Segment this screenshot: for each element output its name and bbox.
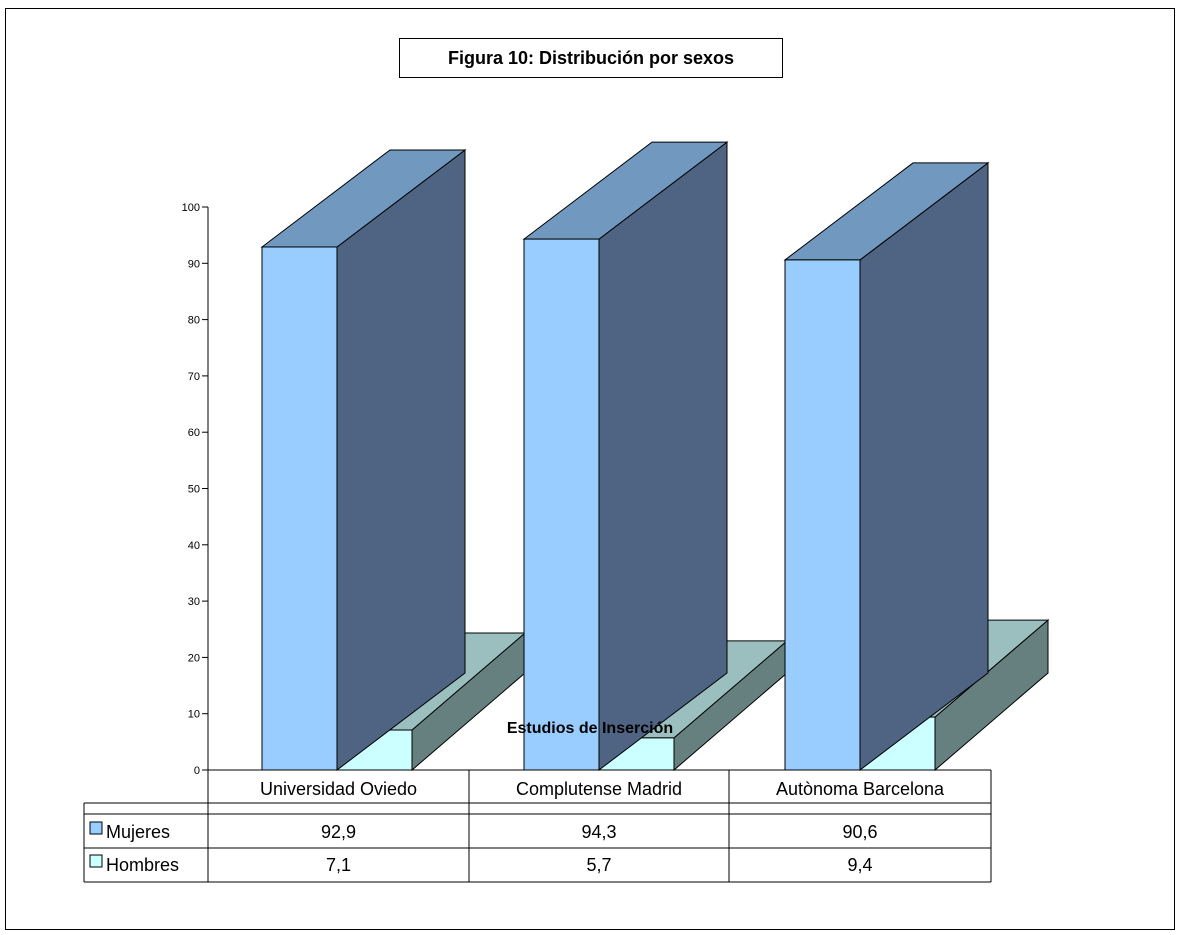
category-label: Autònoma Barcelona [776, 779, 945, 799]
y-axis: 0 10 20 30 40 50 60 70 80 90 100 [182, 202, 209, 777]
y-tick-label: 10 [188, 709, 200, 721]
bar-mujeres-front [784, 259, 861, 771]
data-label: 7,1 [326, 855, 351, 875]
y-tick-label: 0 [194, 765, 200, 777]
legend-label-hombres: Hombres [106, 855, 179, 875]
data-label: 9,4 [847, 855, 872, 875]
legend-label-mujeres: Mujeres [106, 822, 170, 842]
data-label: 5,7 [586, 855, 611, 875]
bars [260, 141, 1050, 772]
y-tick-label: 70 [188, 371, 200, 383]
y-tick-label: 90 [188, 258, 200, 270]
y-tick-label: 50 [188, 484, 200, 496]
data-label: 92,9 [321, 822, 356, 842]
y-tick-label: 100 [182, 202, 200, 214]
y-tick-label: 60 [188, 427, 200, 439]
bar-mujeres-front [261, 246, 338, 771]
legend-swatch-mujeres [89, 821, 103, 835]
category-label: Universidad Oviedo [260, 779, 417, 799]
y-tick-label: 40 [188, 540, 200, 552]
bar-mujeres-side [336, 148, 466, 772]
y-tick-label: 80 [188, 315, 200, 327]
x-axis-label: Estudios de Inserción [506, 720, 674, 737]
y-tick-label: 30 [188, 596, 200, 608]
bar-mujeres-side [598, 141, 728, 772]
bar-mujeres-front [523, 238, 600, 771]
chart-title: Figura 10: Distribución por sexos [399, 38, 783, 78]
bar-mujeres-side [859, 161, 989, 772]
data-label: 94,3 [581, 822, 616, 842]
data-label: 90,6 [842, 822, 877, 842]
data-table: Universidad Oviedo Complutense Madrid Autò… [83, 769, 992, 883]
chart-frame [5, 8, 1175, 930]
y-tick-label: 20 [188, 652, 200, 664]
category-label: Complutense Madrid [516, 779, 682, 799]
legend-swatch-hombres [89, 854, 103, 868]
